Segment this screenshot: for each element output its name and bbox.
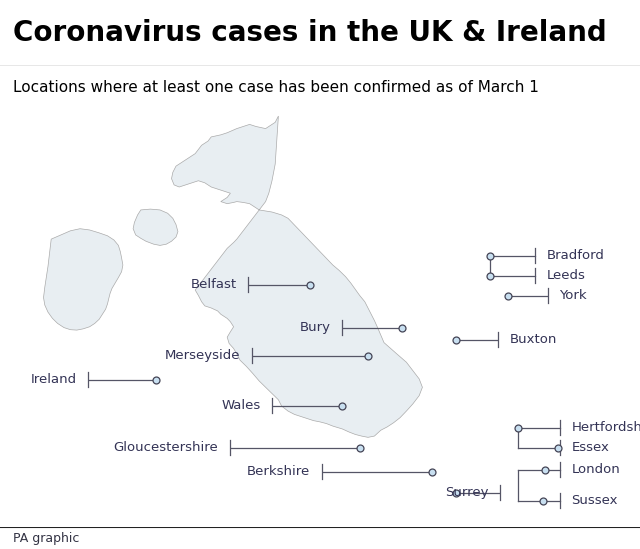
Text: Locations where at least one case has been confirmed as of March 1: Locations where at least one case has be… (13, 80, 539, 96)
Text: Bury: Bury (300, 321, 330, 334)
Polygon shape (133, 209, 178, 245)
Text: Sussex: Sussex (572, 494, 618, 507)
Text: Buxton: Buxton (509, 333, 557, 346)
Text: Berkshire: Berkshire (247, 466, 310, 478)
Text: Leeds: Leeds (547, 270, 586, 282)
Text: Essex: Essex (572, 441, 609, 455)
Text: PA graphic: PA graphic (13, 531, 79, 545)
Text: London: London (572, 463, 620, 477)
Text: York: York (559, 289, 587, 302)
Text: Surrey: Surrey (445, 486, 488, 500)
Polygon shape (44, 229, 123, 330)
Text: Wales: Wales (221, 399, 260, 412)
Text: Coronavirus cases in the UK & Ireland: Coronavirus cases in the UK & Ireland (13, 19, 607, 47)
Polygon shape (172, 116, 422, 438)
Text: Gloucestershire: Gloucestershire (114, 441, 218, 455)
Text: Bradford: Bradford (547, 249, 604, 262)
Text: Ireland: Ireland (30, 373, 77, 386)
Text: Hertfordshire: Hertfordshire (572, 421, 640, 434)
Text: Belfast: Belfast (190, 278, 237, 292)
Text: Merseyside: Merseyside (165, 349, 241, 362)
